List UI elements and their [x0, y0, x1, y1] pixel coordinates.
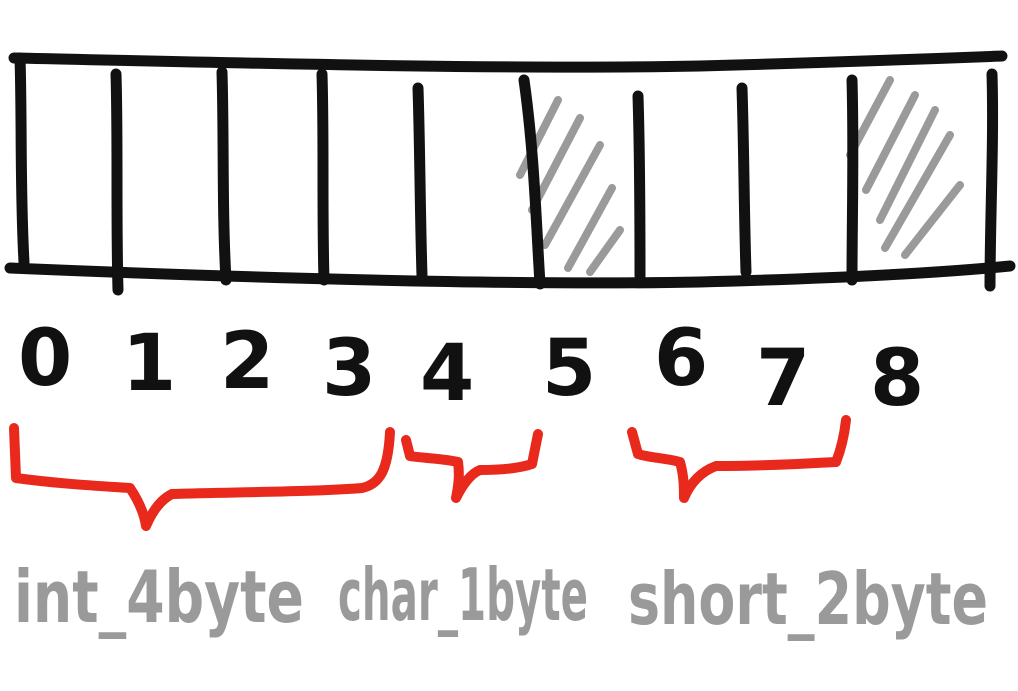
field-label-short: short_2byte: [628, 557, 988, 641]
byte-index-7: 7: [756, 334, 810, 424]
divider-4: [412, 82, 428, 282]
strip-top-edge: [8, 50, 1008, 73]
divider-1: [110, 68, 124, 296]
field-label-char: char_1byte: [338, 553, 588, 637]
byte-index-6: 6: [654, 314, 708, 404]
divider-0: [14, 52, 30, 268]
byte-index-2: 2: [220, 317, 274, 407]
byte-index-8: 8: [870, 334, 924, 424]
brace-char: [401, 429, 543, 503]
cell-dividers: [14, 52, 999, 296]
byte-index-4: 4: [420, 329, 474, 419]
memory-strip: [4, 50, 1016, 289]
byte-index-labels: 0 1 2 3 4 5 6 7 8: [18, 314, 924, 424]
brace-int: [9, 423, 395, 531]
byte-index-3: 3: [322, 324, 376, 414]
field-braces: [9, 415, 851, 531]
byte-index-1: 1: [122, 319, 176, 409]
divider-5: [518, 74, 546, 290]
strip-bottom-edge: [4, 260, 1016, 289]
field-label-int: int_4byte: [14, 555, 304, 639]
byte-index-0: 0: [18, 314, 72, 404]
divider-9: [984, 68, 999, 292]
field-labels: int_4byte char_1byte short_2byte: [14, 553, 988, 641]
padding-byte-8: [846, 76, 964, 259]
divider-7: [736, 82, 752, 278]
byte-index-5: 5: [542, 324, 596, 414]
brace-short: [627, 415, 851, 503]
divider-2: [216, 66, 232, 286]
divider-6: [632, 90, 646, 282]
divider-8: [846, 74, 859, 286]
divider-3: [316, 68, 330, 286]
